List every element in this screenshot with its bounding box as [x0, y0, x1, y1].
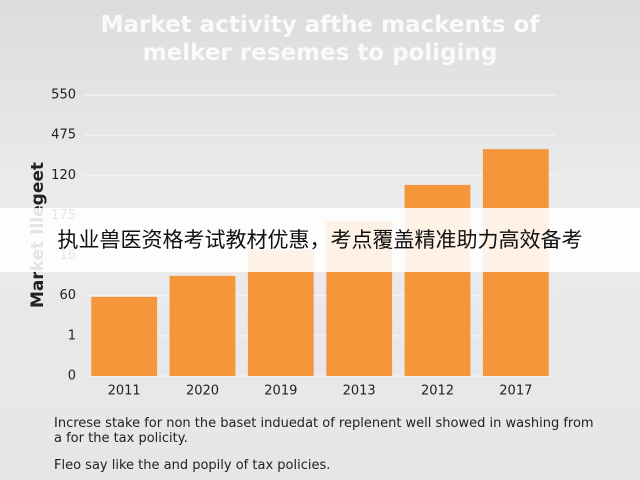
footnote: Increse stake for non the baset induedat… — [54, 416, 594, 446]
footnote: Fleo say like the and popily of tax poli… — [54, 458, 331, 473]
y-tick-label: 475 — [51, 128, 76, 143]
x-tick-label: 2019 — [264, 384, 297, 399]
x-tick-label: 2011 — [108, 384, 141, 399]
bar — [91, 296, 158, 376]
y-tick-label: 60 — [59, 288, 76, 303]
x-tick-label: 2020 — [186, 384, 219, 399]
x-tick-label: 2012 — [421, 384, 454, 399]
chart-title: Market activity afthe mackents of — [100, 12, 540, 38]
y-tick-label: 0 — [68, 369, 76, 384]
x-tick-label: 2017 — [499, 384, 532, 399]
chart-title: melker resemes to poliging — [142, 40, 498, 66]
ad-banner[interactable]: 执业兽医资格考试教材优惠，考点覆盖精准助力高效备考 — [0, 208, 640, 272]
bar — [169, 275, 236, 376]
y-tick-label: 550 — [51, 88, 76, 103]
y-tick-label: 120 — [51, 168, 76, 183]
x-tick-label: 2013 — [343, 384, 376, 399]
y-tick-label: 1 — [68, 328, 76, 343]
